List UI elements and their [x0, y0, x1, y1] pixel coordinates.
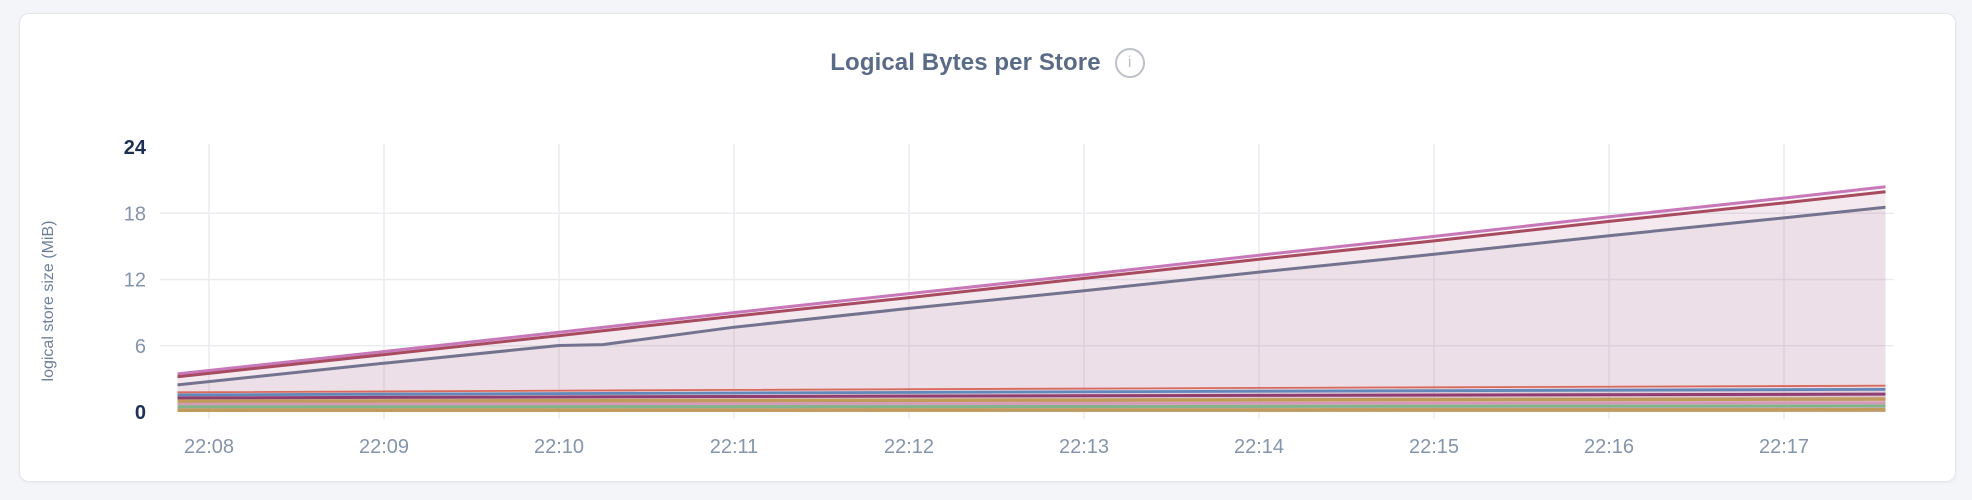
y-tick-label: 18	[124, 203, 146, 225]
x-tick-label: 22:13	[1059, 436, 1109, 458]
series-3-line	[177, 205, 1886, 387]
series-1-line	[177, 185, 1886, 376]
series-4-line	[177, 384, 1886, 394]
series-2-area	[177, 191, 1886, 412]
y-tick-label: 6	[135, 336, 146, 358]
x-tick-label: 22:08	[184, 436, 234, 458]
info-icon-glyph: i	[1127, 54, 1132, 71]
y-tick-label: 0	[135, 402, 146, 424]
chart-card: Logical Bytes per Store i 0 6 12 18 24 22:08 2…	[19, 13, 1956, 482]
x-tick-label: 22:14	[1234, 436, 1284, 458]
chart-header: Logical Bytes per Store i	[20, 48, 1955, 78]
x-tick-label: 22:16	[1584, 436, 1634, 458]
x-tick-label: 22:11	[710, 436, 759, 458]
x-tick-label: 22:10	[534, 436, 584, 458]
y-tick-label: 24	[124, 137, 147, 159]
series-5-line	[177, 387, 1886, 397]
chart-canvas[interactable]: 0 6 12 18 24 22:08 22:09 22:10 22:11 22:12 22:13 22…	[20, 14, 1955, 481]
info-icon[interactable]: i	[1114, 48, 1145, 78]
series-1-area	[177, 186, 1886, 412]
x-tick-label: 22:15	[1409, 436, 1459, 458]
series-9-line	[177, 404, 1886, 409]
series-6-line	[177, 392, 1886, 400]
x-tick-label: 22:09	[359, 436, 409, 458]
x-tick-label: 22:12	[884, 436, 934, 458]
series-8-line	[177, 401, 1886, 406]
y-axis-title: logical store size (MiB)	[40, 221, 57, 382]
series-7-line	[177, 397, 1886, 403]
series-3-area	[177, 207, 1886, 412]
x-tick-label: 22:17	[1759, 436, 1809, 458]
chart-title: Logical Bytes per Store	[830, 49, 1101, 76]
y-tick-label: 12	[124, 270, 146, 292]
series-2-line	[177, 190, 1886, 379]
